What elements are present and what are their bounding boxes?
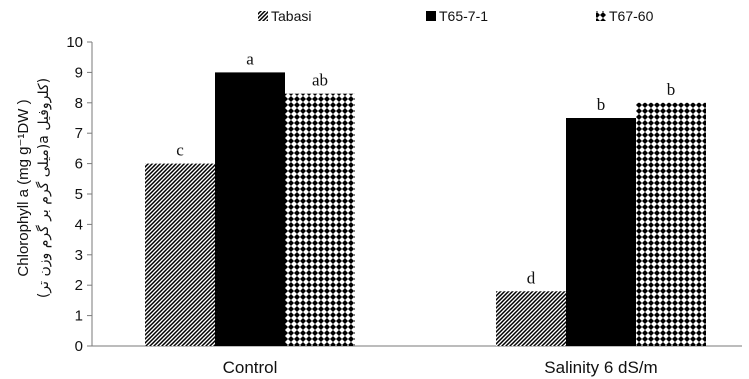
legend-label: Tabasi [271, 8, 311, 24]
y-tick-label: 10 [66, 34, 83, 51]
y-axis-title-persian: (کلروفیل a(میلی گرم بر گرم وزن تر) [35, 78, 52, 298]
y-tick-label: 0 [75, 338, 83, 355]
bar-t65-7-1-0 [215, 72, 285, 347]
legend-swatch-t65-7-1 [426, 11, 436, 21]
significance-letter: c [176, 141, 184, 160]
y-tick-label: 8 [75, 95, 83, 112]
y-tick-label: 1 [75, 308, 83, 325]
bar-t67-60-0 [285, 93, 355, 347]
y-tick-label: 4 [75, 216, 83, 233]
y-tick-label: 2 [75, 277, 83, 294]
legend: Tabasi T65-7-1 T67-60 [258, 8, 654, 24]
y-tick-label: 6 [75, 156, 83, 173]
significance-letter: d [527, 268, 536, 287]
legend-swatch-t67-60 [596, 11, 606, 21]
y-tick-label: 7 [75, 125, 83, 142]
bar-tabasi-0 [145, 163, 215, 346]
y-tick-label: 5 [75, 186, 83, 203]
category-label: Salinity 6 dS/m [544, 358, 657, 377]
significance-letter: b [667, 80, 676, 99]
category-label: Control [223, 358, 278, 377]
bar-t67-60-1 [636, 102, 706, 346]
y-axis-title: Chlorophyll a (mg g⁻¹DW ) [15, 99, 32, 276]
significance-letters: c a ab d b b [176, 49, 675, 287]
legend-label: T65-7-1 [439, 8, 488, 24]
significance-letter: a [246, 49, 254, 68]
bar-tabasi-1 [496, 291, 566, 346]
y-tick-label: 9 [75, 64, 83, 81]
legend-swatch-tabasi [258, 11, 268, 21]
bars [145, 72, 706, 347]
category-labels: Control Salinity 6 dS/m [223, 358, 658, 377]
y-axis-titles: Chlorophyll a (mg g⁻¹DW ) (کلروفیل a(میلی… [15, 78, 52, 298]
legend-label: T67-60 [609, 8, 654, 24]
significance-letter: b [597, 95, 606, 114]
bar-t65-7-1-1 [566, 118, 636, 346]
y-tick-label: 3 [75, 247, 83, 264]
significance-letter: ab [312, 71, 328, 90]
